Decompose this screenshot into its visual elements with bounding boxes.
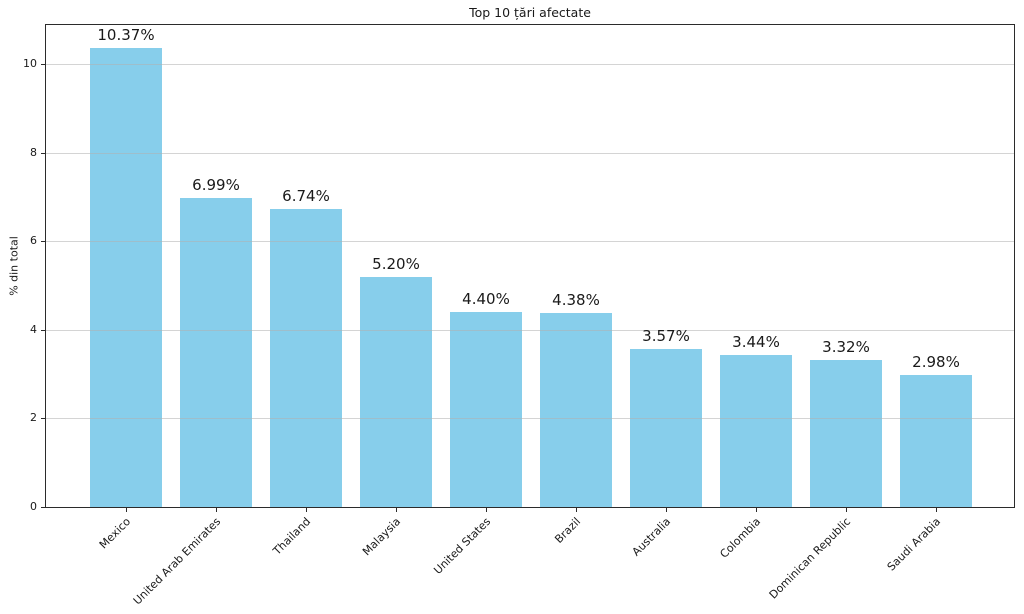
y-tick-label: 6 — [30, 234, 37, 247]
bar-thailand — [270, 209, 342, 507]
x-tick-mark — [756, 508, 757, 512]
y-tick-mark — [41, 330, 45, 331]
bar-value-label: 2.98% — [912, 353, 960, 371]
bar-mexico — [90, 48, 162, 507]
bar-value-label: 3.32% — [822, 338, 870, 356]
y-tick-mark — [41, 418, 45, 419]
y-tick-mark — [41, 64, 45, 65]
y-tick-label: 8 — [30, 146, 37, 159]
x-tick-mark — [486, 508, 487, 512]
y-tick-label: 2 — [30, 411, 37, 424]
chart-title: Top 10 țări afectate — [469, 5, 591, 20]
x-tick-mark — [666, 508, 667, 512]
gridline-y-4 — [46, 330, 1014, 331]
x-tick-mark — [306, 508, 307, 512]
x-tick-mark — [576, 508, 577, 512]
y-tick-label: 4 — [30, 323, 37, 336]
bar-dominican-republic — [810, 360, 882, 507]
gridline-y-8 — [46, 153, 1014, 154]
y-tick-mark — [41, 153, 45, 154]
x-tick-label-mexico: Mexico — [96, 515, 134, 552]
gridline-y-2 — [46, 418, 1014, 419]
x-tick-mark — [846, 508, 847, 512]
bar-value-label: 4.38% — [552, 291, 600, 309]
x-tick-mark — [936, 508, 937, 512]
bar-value-label: 4.40% — [462, 290, 510, 308]
bar-brazil — [540, 313, 612, 507]
x-tick-mark — [216, 508, 217, 512]
gridline-y-6 — [46, 241, 1014, 242]
plot-area: 10.37% 6.99% 6.74% 5.20% 4.40% 4.38% 3.57% 3.44… — [45, 24, 1015, 508]
bar-saudi-arabia — [900, 375, 972, 507]
gridline-y-10 — [46, 64, 1014, 65]
y-tick-label: 10 — [23, 57, 37, 70]
bar-value-label: 5.20% — [372, 255, 420, 273]
bar-value-label: 10.37% — [97, 26, 155, 44]
y-tick-label: 0 — [30, 500, 37, 513]
bar-value-label: 3.44% — [732, 333, 780, 351]
bar-australia — [630, 349, 702, 507]
bar-colombia — [720, 355, 792, 507]
bar-united-arab-emirates — [180, 198, 252, 507]
bar-value-label: 6.99% — [192, 176, 240, 194]
bar-malaysia — [360, 277, 432, 507]
bar-united-states — [450, 312, 522, 507]
bar-value-label: 3.57% — [642, 327, 690, 345]
bar-value-label: 6.74% — [282, 187, 330, 205]
x-tick-mark — [396, 508, 397, 512]
y-tick-mark — [41, 507, 45, 508]
y-tick-mark — [41, 241, 45, 242]
x-tick-mark — [126, 508, 127, 512]
